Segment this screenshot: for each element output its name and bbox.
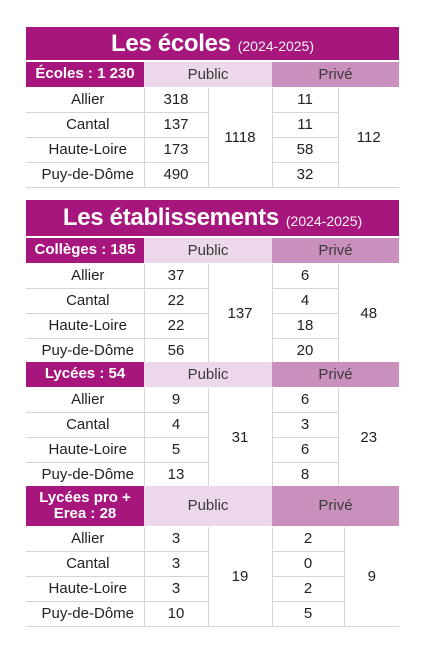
ecoles-row-prive: 11 [271, 87, 339, 113]
lycees-pro-row-prive: 2 [271, 576, 345, 602]
colleges-row-prive: 4 [271, 288, 339, 314]
colleges-row-name: Puy-de-Dôme [26, 338, 144, 364]
lycees-pro-row-public: 3 [143, 551, 208, 577]
colleges-row-public: 22 [143, 313, 208, 339]
lycees-pro-row-name: Allier [26, 526, 144, 552]
ecoles-header-prive: Privé [272, 62, 400, 88]
lycees-pro-row-name: Cantal [26, 551, 144, 577]
ecoles-total-prive: 112 [337, 87, 400, 188]
lycees-header-prive: Privé [272, 362, 400, 388]
lycees-row-prive: 6 [271, 387, 339, 413]
colleges-row-public: 37 [143, 263, 208, 289]
lycees-row-name: Haute-Loire [26, 437, 144, 463]
etablissements-title: Les établissements [62, 204, 279, 231]
lycees-table: Lycées : 54 Public Privé Allier 9 31 6 2… [26, 362, 400, 488]
lycees-row-public: 13 [143, 462, 208, 488]
lycees-row-prive: 8 [271, 462, 339, 488]
lycees-row-public: 5 [143, 437, 208, 463]
colleges-header-prive: Privé [272, 238, 400, 264]
lycees-total-prive: 23 [337, 387, 400, 488]
colleges-header-public: Public [144, 238, 273, 264]
lycees-row-prive: 6 [271, 437, 339, 463]
colleges-row-public: 56 [143, 338, 208, 364]
lycees-pro-row-prive: 2 [271, 526, 345, 552]
lycees-pro-row-name: Puy-de-Dôme [26, 601, 144, 627]
lycees-pro-row-public: 3 [143, 526, 208, 552]
lycees-total-public: 31 [207, 387, 273, 488]
lycees-pro-header-public: Public [144, 486, 273, 527]
colleges-header-label: Collèges : 185 [26, 238, 144, 264]
lycees-row-name: Puy-de-Dôme [26, 462, 144, 488]
ecoles-row-name: Puy-de-Dôme [26, 162, 144, 188]
lycees-pro-row-public: 3 [143, 576, 208, 602]
lycees-pro-header-prive: Privé [272, 486, 400, 527]
ecoles-row-name: Allier [26, 87, 144, 113]
colleges-row-prive: 18 [271, 313, 339, 339]
lycees-pro-row-prive: 5 [271, 601, 345, 627]
colleges-table: Collèges : 185 Public Privé Allier 37 13… [26, 238, 400, 364]
lycees-header-public: Public [144, 362, 273, 388]
ecoles-header-label: Écoles : 1 230 [26, 62, 144, 88]
ecoles-header-public: Public [144, 62, 273, 88]
colleges-total-public: 137 [207, 263, 273, 364]
lycees-pro-header-label: Lycées pro + Erea : 28 [26, 486, 144, 527]
ecoles-row-public: 173 [143, 137, 208, 163]
ecoles-row-name: Cantal [26, 112, 144, 138]
ecoles-title-band: Les écoles (2024-2025) [26, 27, 399, 60]
lycees-row-name: Cantal [26, 412, 144, 438]
etablissements-title-band: Les établissements (2024-2025) [26, 200, 399, 236]
lycees-pro-header-line1: Lycées pro + [39, 488, 131, 506]
colleges-row-name: Cantal [26, 288, 144, 314]
lycees-pro-total-public: 19 [207, 526, 273, 627]
ecoles-row-name: Haute-Loire [26, 137, 144, 163]
ecoles-row-prive: 11 [271, 112, 339, 138]
colleges-row-name: Haute-Loire [26, 313, 144, 339]
colleges-row-name: Allier [26, 263, 144, 289]
colleges-row-prive: 20 [271, 338, 339, 364]
ecoles-row-public: 490 [143, 162, 208, 188]
etablissements-year: (2024-2025) [285, 212, 363, 229]
ecoles-title: Les écoles [110, 29, 231, 57]
lycees-pro-row-prive: 0 [271, 551, 345, 577]
ecoles-row-public: 137 [143, 112, 208, 138]
lycees-header-label: Lycées : 54 [26, 362, 144, 388]
ecoles-table: Écoles : 1 230 Public Privé Allier 318 1… [26, 62, 400, 188]
lycees-pro-row-public: 10 [143, 601, 208, 627]
ecoles-year: (2024-2025) [237, 38, 315, 54]
colleges-row-public: 22 [143, 288, 208, 314]
ecoles-row-public: 318 [143, 87, 208, 113]
lycees-row-prive: 3 [271, 412, 339, 438]
colleges-total-prive: 48 [337, 263, 400, 364]
ecoles-row-prive: 32 [271, 162, 339, 188]
lycees-pro-row-name: Haute-Loire [26, 576, 144, 602]
lycees-pro-table: Lycées pro + Erea : 28 Public Privé Alli… [26, 486, 400, 627]
lycees-pro-header-line2: Erea : 28 [53, 504, 117, 522]
ecoles-row-prive: 58 [271, 137, 339, 163]
lycees-row-name: Allier [26, 387, 144, 413]
lycees-pro-total-prive: 9 [343, 526, 400, 627]
colleges-row-prive: 6 [271, 263, 339, 289]
ecoles-total-public: 1118 [207, 87, 273, 188]
lycees-row-public: 9 [143, 387, 208, 413]
lycees-row-public: 4 [143, 412, 208, 438]
